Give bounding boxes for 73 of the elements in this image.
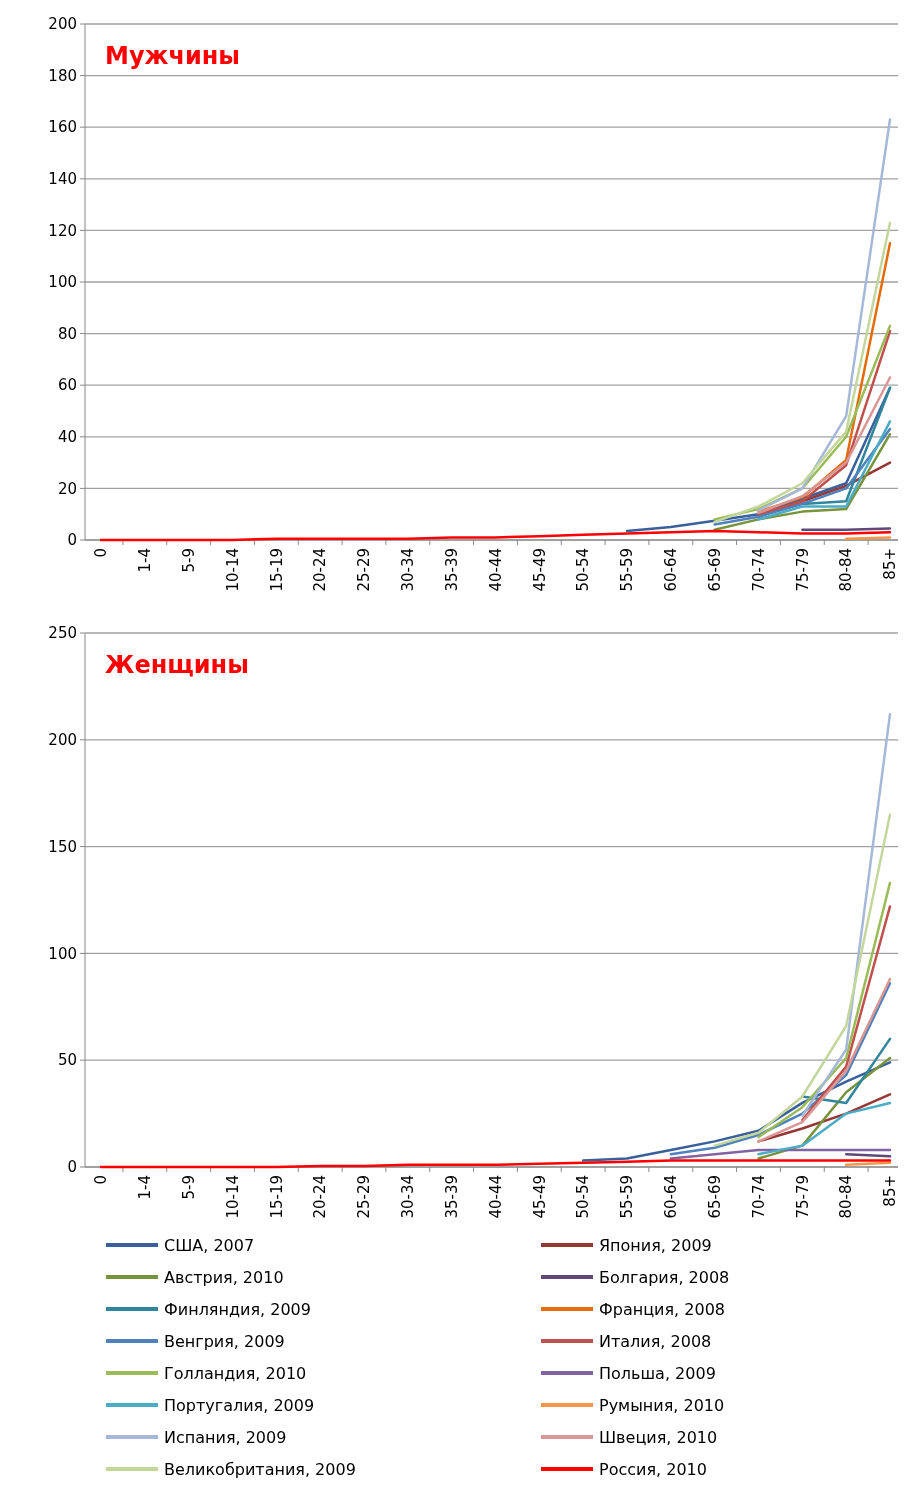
x-tick-label: 20-24 [311,548,330,592]
y-tick-label: 80 [57,324,77,343]
legend-label: США, 2007 [164,1235,255,1255]
legend-label: Австрия, 2010 [164,1267,284,1287]
y-tick-label: 250 [48,624,77,643]
x-tick-label: 60-64 [662,1175,681,1219]
x-tick-label: 1-4 [136,1175,155,1200]
legend-label: Испания, 2009 [164,1427,287,1447]
legend-label: Португалия, 2009 [164,1395,315,1415]
legend-label: Россия, 2010 [599,1459,707,1479]
x-tick-label: 25-29 [355,1175,374,1219]
x-tick-label: 25-29 [355,548,374,592]
x-tick-label: 80-84 [837,1175,856,1219]
legend-label: Швеция, 2010 [599,1427,718,1447]
x-tick-label: 0 [92,1175,111,1185]
legend-label: Великобритания, 2009 [164,1459,356,1479]
x-tick-label: 70-74 [749,1175,768,1219]
legend-label: Венгрия, 2009 [164,1331,285,1351]
y-tick-label: 50 [57,1051,77,1070]
x-tick-label: 5-9 [179,1175,198,1200]
y-tick-label: 0 [67,1158,77,1177]
x-tick-label: 40-44 [486,1175,505,1219]
x-tick-label: 75-79 [793,1175,812,1219]
x-tick-label: 45-49 [530,548,549,592]
legend-label: Болгария, 2008 [599,1267,730,1287]
x-tick-label: 50-54 [574,1175,593,1219]
x-tick-label: 10-14 [223,548,242,592]
x-tick-label: 1-4 [136,548,155,573]
x-tick-label: 15-19 [267,548,286,592]
text: Мужчины [105,42,240,70]
x-tick-label: 45-49 [530,1175,549,1219]
y-tick-label: 200 [48,15,77,34]
y-tick-label: 20 [57,479,77,498]
y-tick-label: 0 [67,531,77,550]
y-tick-label: 120 [48,221,77,240]
y-tick-label: 200 [48,731,77,750]
x-tick-label: 70-74 [749,548,768,592]
y-tick-label: 160 [48,118,77,137]
legend-label: Франция, 2008 [599,1299,725,1319]
x-tick-label: 65-69 [705,548,724,592]
x-tick-label: 10-14 [223,1175,242,1219]
y-tick-label: 60 [57,376,77,395]
y-tick-label: 150 [48,837,77,856]
x-tick-label: 50-54 [574,548,593,592]
x-tick-label: 5-9 [179,548,198,573]
x-tick-label: 55-59 [618,1175,637,1219]
x-tick-label: 60-64 [662,548,681,592]
y-tick-label: 140 [48,170,77,189]
x-tick-label: 20-24 [311,1175,330,1219]
legend-label: Япония, 2009 [599,1235,712,1255]
x-tick-label: 35-39 [442,1175,461,1219]
y-tick-label: 100 [48,273,77,292]
y-tick-label: 100 [48,944,77,963]
x-tick-label: 80-84 [837,548,856,592]
x-tick-label: 55-59 [618,548,637,592]
x-tick-label: 75-79 [793,548,812,592]
x-tick-label: 30-34 [399,1175,418,1219]
x-tick-label: 30-34 [399,548,418,592]
legend-label: Румыния, 2010 [599,1395,725,1415]
text: Женщины [105,651,249,679]
y-tick-label: 40 [57,428,77,447]
legend-label: Италия, 2008 [599,1331,712,1351]
x-tick-label: 0 [92,548,111,558]
x-tick-label: 15-19 [267,1175,286,1219]
x-tick-label: 85+ [881,1175,900,1207]
x-tick-label: 85+ [881,548,900,580]
legend-label: Финляндия, 2009 [164,1299,311,1319]
x-tick-label: 65-69 [705,1175,724,1219]
y-tick-label: 180 [48,66,77,85]
x-tick-label: 40-44 [486,548,505,592]
legend-label: Голландия, 2010 [164,1363,307,1383]
legend-label: Польша, 2009 [599,1363,716,1383]
x-tick-label: 35-39 [442,548,461,592]
